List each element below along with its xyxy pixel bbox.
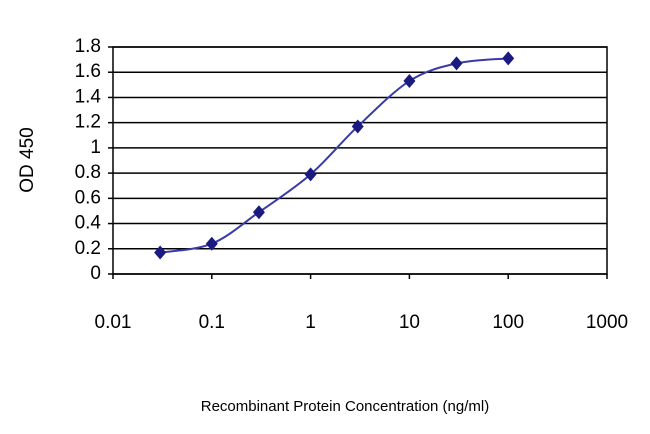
x-tick-label: 1 (305, 312, 316, 333)
y-axis-title: OD 450 (17, 127, 38, 192)
x-tick-label: 0.1 (199, 312, 225, 333)
y-tick-label: 0.2 (75, 238, 101, 259)
line (159, 57, 509, 254)
y-tick-label: 0.4 (75, 213, 102, 234)
y-tick-label: 1.4 (75, 86, 102, 107)
marker (252, 205, 265, 220)
marker (304, 167, 317, 182)
marker (154, 245, 167, 260)
y-tick-label: 1.2 (75, 112, 101, 133)
y-tick-label: 0.6 (75, 187, 101, 208)
marker (403, 74, 416, 89)
y-tick-label: 1.8 (75, 36, 101, 57)
x-tick-label: 100 (492, 312, 524, 333)
y-tick-label: 0.8 (75, 162, 101, 183)
x-tick-label: 10 (399, 312, 420, 333)
y-tick-label: 1 (90, 137, 101, 158)
marker (502, 51, 515, 66)
x-tick-label: 0.01 (95, 312, 132, 333)
marker (450, 56, 463, 71)
x-axis-title: Recombinant Protein Concentration (ng/ml… (201, 398, 489, 415)
x-tick-label: 1000 (586, 312, 628, 333)
y-tick-label: 0 (90, 263, 101, 284)
marker (205, 236, 218, 251)
marker (351, 119, 364, 134)
plot-area (112, 46, 608, 275)
y-tick-label: 1.6 (75, 61, 101, 82)
